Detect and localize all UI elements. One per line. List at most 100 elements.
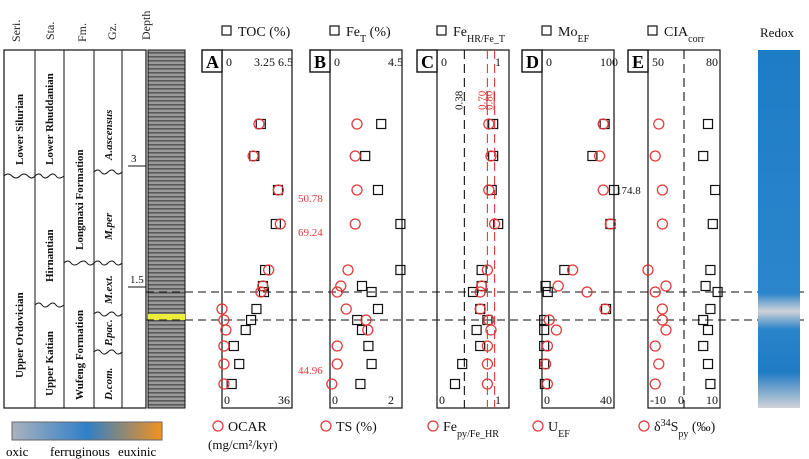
header-formation: Fm. <box>75 23 89 42</box>
header-depth: Depth <box>139 11 153 40</box>
data-square <box>707 218 718 230</box>
data-circle <box>552 280 564 292</box>
data-circle <box>597 184 609 196</box>
top-tick-label: 3.25 <box>254 55 275 69</box>
data-circle <box>485 324 497 336</box>
data-circle <box>257 280 269 292</box>
legend-square-icon <box>436 25 447 36</box>
data-square <box>356 280 368 292</box>
legend-oxic: oxic <box>6 444 29 459</box>
top-axis-label: CIAcorr <box>664 25 705 45</box>
data-square <box>476 264 487 276</box>
data-square <box>542 286 553 298</box>
data-square <box>698 340 709 352</box>
data-square <box>540 280 551 292</box>
bottom-tick-label: 2 <box>388 393 394 407</box>
legend-square-icon <box>329 25 340 36</box>
data-square <box>372 303 384 315</box>
data-circle <box>218 358 230 370</box>
panel-letter: A <box>206 52 219 72</box>
legend-euxinic: euxinic <box>118 444 156 459</box>
data-circle <box>597 118 609 130</box>
top-tick-label: 80 <box>706 55 718 69</box>
top-tick-label: 0 <box>226 55 232 69</box>
data-circle <box>649 378 661 390</box>
panel-letter: C <box>421 52 434 72</box>
strat-column: Seri. Sta. Fm. Gz. Depth Lower Silurian … <box>3 11 186 409</box>
bottom-axis-unit: (mg/cm²/kyr) <box>208 437 278 452</box>
series-lower-silurian: Lower Silurian <box>14 94 26 165</box>
data-square <box>270 218 281 230</box>
top-axis-label: TOC (%) <box>238 25 291 40</box>
top-tick-label: 100 <box>600 55 618 69</box>
data-circle <box>335 280 347 292</box>
fm-longmaxi: Longmaxi Formation <box>74 149 86 250</box>
legend-circle-icon <box>212 420 224 432</box>
depth-tick-1-5: 1.5 <box>130 274 144 286</box>
legend-ferruginous: ferruginous <box>50 444 110 459</box>
data-square <box>698 314 709 326</box>
fm-wufeng: Wufeng Formation <box>74 310 86 400</box>
top-tick-label: 0 <box>441 55 447 69</box>
bottom-tick-label: 0 <box>439 393 445 407</box>
data-circle <box>362 324 374 336</box>
data-square <box>705 303 716 315</box>
top-tick-label: 6.5 <box>278 55 293 69</box>
data-circle <box>642 264 654 276</box>
stage-lower-rhuddanian: Lower Rhuddanian <box>44 73 56 165</box>
panel-letter-box <box>416 49 438 73</box>
data-circle <box>649 340 661 352</box>
bottom-axis-label: UEF <box>548 420 570 440</box>
top-tick-label: 1 <box>495 55 501 69</box>
annotation-value: 174.8 <box>616 185 641 197</box>
redox-bar <box>758 50 800 408</box>
data-square <box>705 264 716 276</box>
data-circle <box>216 303 228 315</box>
data-circle <box>593 150 606 162</box>
data-square <box>539 314 550 326</box>
legend-circle-icon <box>638 420 650 432</box>
data-circle <box>474 303 486 315</box>
data-square <box>539 324 550 336</box>
panel-letter-box <box>627 49 649 73</box>
data-circle <box>566 264 579 276</box>
bottom-tick-label: 1 <box>495 393 501 407</box>
panel-frame <box>436 49 510 409</box>
panel-letter-box <box>201 49 223 73</box>
bottom-tick-label: 0 <box>678 393 684 407</box>
data-square <box>702 324 714 336</box>
threshold-label: 0.38 <box>453 90 465 110</box>
zone-a-ascensus: A.ascensus <box>103 110 115 161</box>
data-square <box>475 340 486 352</box>
data-circle <box>550 324 563 336</box>
bottom-tick-label: 40 <box>600 393 612 407</box>
bottom-tick-label: 10 <box>706 393 718 407</box>
zone-m-per: M.per <box>103 212 115 241</box>
data-square <box>608 184 620 196</box>
data-square <box>493 218 504 230</box>
bottom-axis-label: Fepy/Fe_HR <box>443 420 499 440</box>
data-circle <box>599 303 611 315</box>
data-square <box>234 358 245 370</box>
data-circle <box>475 280 488 292</box>
data-circle <box>326 378 338 390</box>
data-circle <box>331 340 343 352</box>
legend-square-icon <box>647 25 658 36</box>
data-square <box>352 314 363 326</box>
data-circle <box>253 118 265 130</box>
data-square <box>240 324 251 336</box>
bottom-axis-label: TS (%) <box>336 420 377 435</box>
data-square <box>467 286 479 298</box>
data-square <box>395 218 406 230</box>
depth-tick-3: 3 <box>131 153 137 165</box>
data-circle <box>649 286 661 298</box>
data-circle <box>656 184 669 196</box>
annotation-value: 69.24 <box>298 227 323 239</box>
data-circle <box>349 150 361 162</box>
panel-frame <box>221 49 293 409</box>
panel-frame <box>329 49 403 409</box>
data-circle <box>649 150 661 162</box>
data-square <box>366 286 377 298</box>
data-square <box>457 358 468 370</box>
